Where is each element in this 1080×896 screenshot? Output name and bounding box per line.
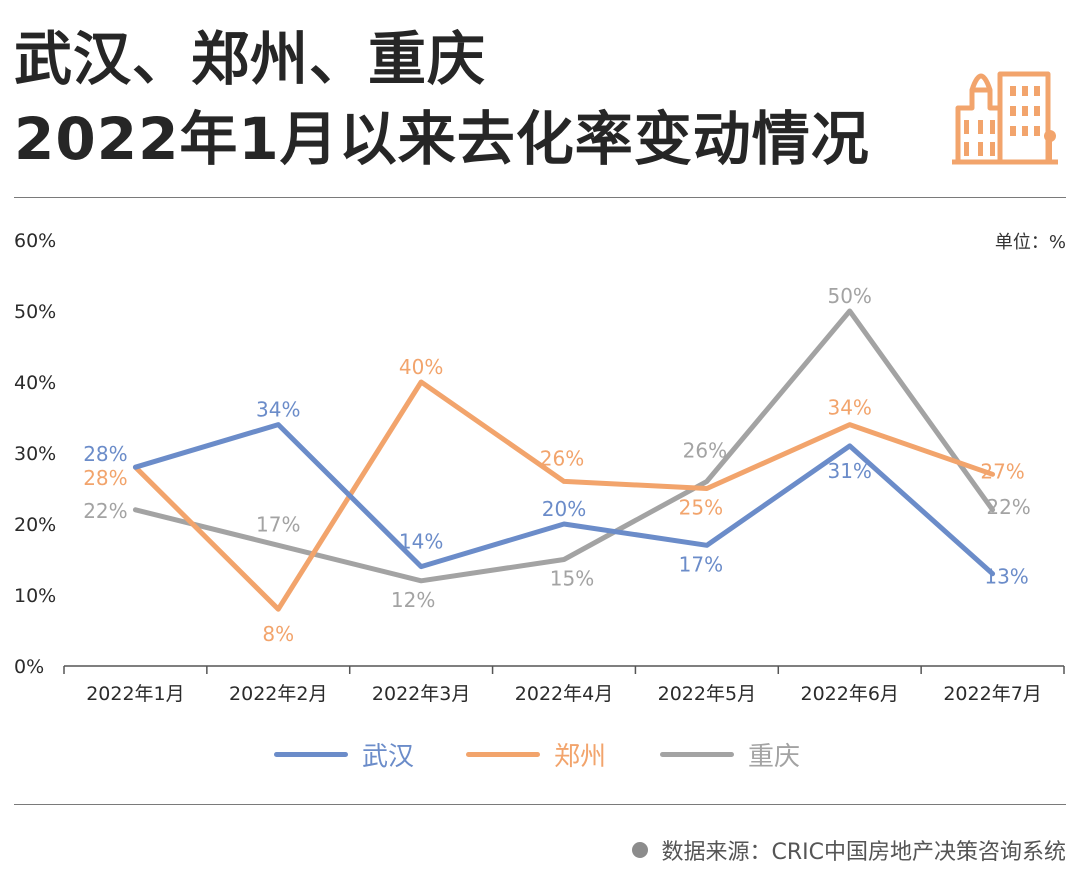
data-label: 14% xyxy=(399,530,443,554)
data-label: 25% xyxy=(679,496,723,520)
data-labels: 28% 34% 14% 20% 17% 31% 13% 28% 8% 40% 26% 25% 34% 27… xyxy=(83,284,1031,646)
x-tick-label: 2022年7月 xyxy=(943,683,1041,705)
data-label: 34% xyxy=(256,398,300,422)
data-label: 27% xyxy=(980,459,1024,483)
data-source-label: 数据来源：CRIC中国房地产决策咨询系统 xyxy=(661,840,1067,865)
y-tick-label: 30% xyxy=(14,443,56,465)
data-label: 26% xyxy=(683,438,727,462)
bottom-divider xyxy=(14,804,1066,805)
data-label: 31% xyxy=(827,459,871,483)
data-label: 12% xyxy=(391,588,435,612)
data-label: 20% xyxy=(542,497,586,521)
series-line-0 xyxy=(132,422,996,577)
y-tick-label: 20% xyxy=(14,514,56,536)
data-label: 34% xyxy=(827,396,871,420)
series-line-1 xyxy=(132,379,996,612)
x-tick-label: 2022年1月 xyxy=(86,683,184,705)
data-label: 50% xyxy=(827,284,871,308)
chart-title-line-1: 武汉、郑州、重庆 xyxy=(14,25,487,93)
y-tick-label: 60% xyxy=(14,230,56,252)
legend-item-chongqing: 重庆 xyxy=(660,734,800,774)
top-divider xyxy=(14,197,1066,198)
data-label: 17% xyxy=(256,512,300,536)
unit-label: 单位：% xyxy=(994,232,1066,253)
data-label: 17% xyxy=(679,552,723,576)
legend-label-wuhan: 武汉 xyxy=(362,741,415,772)
x-tick-label: 2022年4月 xyxy=(515,683,613,705)
data-label: 28% xyxy=(83,442,127,466)
series-line-2 xyxy=(132,308,996,584)
legend-swatch-chongqing xyxy=(660,751,734,757)
y-tick-label: 50% xyxy=(14,301,56,323)
x-tick-label: 2022年6月 xyxy=(800,683,898,705)
data-label: 22% xyxy=(83,499,127,523)
city-buildings-icon xyxy=(952,71,1058,165)
legend-swatch-zhengzhou xyxy=(466,751,540,757)
data-source: 数据来源：CRIC中国房地产决策咨询系统 xyxy=(631,834,1067,866)
x-tick-label: 2022年3月 xyxy=(372,683,470,705)
legend-swatch-wuhan xyxy=(274,751,348,757)
legend-item-zhengzhou: 郑州 xyxy=(466,734,606,774)
y-tick-label: 40% xyxy=(14,372,56,394)
data-label: 13% xyxy=(984,565,1028,589)
legend-label-zhengzhou: 郑州 xyxy=(554,741,607,772)
data-label: 40% xyxy=(399,355,443,379)
x-tick-label: 2022年2月 xyxy=(229,683,327,705)
legend-item-wuhan: 武汉 xyxy=(274,734,414,774)
bullet-icon xyxy=(631,842,648,858)
x-tick-label: 2022年5月 xyxy=(658,683,756,705)
data-label: 8% xyxy=(262,622,294,646)
chart-title-line-2: 2022年1月以来去化率变动情况 xyxy=(14,105,870,173)
y-tick-label: 0% xyxy=(14,656,44,678)
data-label: 28% xyxy=(83,466,127,490)
data-label: 15% xyxy=(550,567,594,591)
legend-label-chongqing: 重庆 xyxy=(748,741,801,772)
axes: 2022年1月 2022年2月 2022年3月 2022年4月 2022年5月 2022年… xyxy=(14,230,1065,705)
series-lines xyxy=(132,308,996,612)
y-tick-label: 10% xyxy=(14,585,56,607)
data-label: 26% xyxy=(540,446,584,470)
data-label: 22% xyxy=(986,495,1030,519)
